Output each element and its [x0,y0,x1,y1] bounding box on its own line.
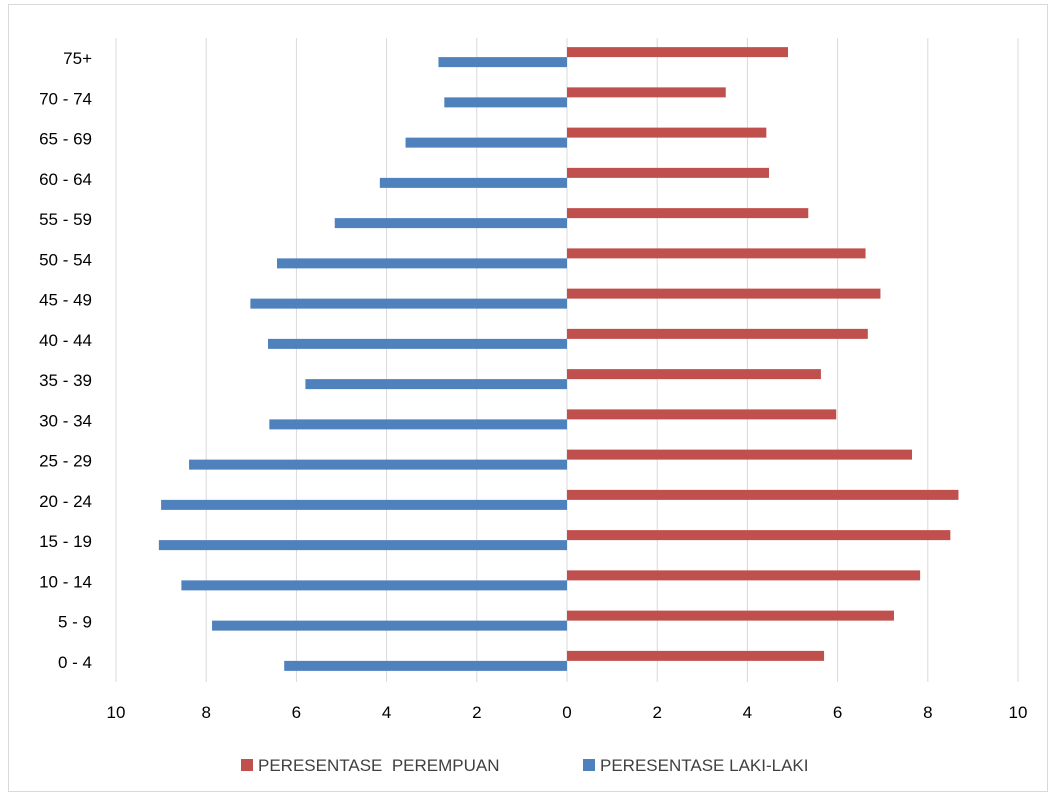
x-axis-labels: 10 8 6 4 2 0 2 4 6 8 10 [107,703,1028,722]
x-tick-label: 8 [923,703,932,722]
bar-right-5-9 [567,610,894,621]
bar-left-35-39 [305,379,567,390]
y-tick-label: 70 - 74 [39,89,92,108]
y-tick-label: 50 - 54 [39,250,92,269]
legend-swatch [241,759,253,771]
bar-right-60-64 [567,167,770,178]
bar-left-5-9 [212,620,568,631]
y-tick-label: 30 - 34 [39,411,92,430]
bar-left-70-74 [444,97,567,108]
bar-right-65-69 [567,127,767,138]
legend-label: PERESENTASE LAKI-LAKI [600,756,808,775]
bar-right-25-29 [567,449,913,460]
bar-right-70-74 [567,87,726,98]
bar-left-75plus [438,57,567,68]
bar-right-55-59 [567,208,809,219]
bar-left-10-14 [181,580,567,591]
x-tick-label: 8 [201,703,210,722]
bar-right-0-4 [567,650,825,661]
x-tick-label: 6 [833,703,842,722]
bar-right-30-34 [567,409,837,420]
x-tick-label: 10 [107,703,126,722]
x-tick-label: 2 [652,703,661,722]
bars [158,47,959,671]
y-tick-label: 35 - 39 [39,371,92,390]
y-tick-label: 25 - 29 [39,452,92,471]
x-tick-label: 10 [1009,703,1028,722]
y-tick-label: 75+ [63,49,92,68]
bar-left-0-4 [284,660,567,671]
y-tick-label: 45 - 49 [39,291,92,310]
y-tick-label: 65 - 69 [39,130,92,149]
bar-right-35-39 [567,369,821,380]
legend: PERESENTASE PEREMPUAN PERESENTASE LAKI-LA… [241,756,808,775]
bar-left-30-34 [269,419,567,430]
bar-right-20-24 [567,489,959,500]
bar-left-50-54 [277,258,567,269]
bar-right-10-14 [567,570,921,581]
bar-right-40-44 [567,328,868,339]
y-tick-label: 55 - 59 [39,210,92,229]
bar-right-75plus [567,47,788,58]
y-tick-label: 40 - 44 [39,331,92,350]
x-tick-label: 0 [562,703,571,722]
x-tick-label: 6 [292,703,301,722]
bar-left-25-29 [189,459,567,470]
bar-left-60-64 [379,177,567,188]
bar-left-55-59 [334,218,567,229]
bar-left-65-69 [405,137,567,148]
legend-label: PERESENTASE PEREMPUAN [258,756,500,775]
bar-left-40-44 [267,338,567,349]
chart-frame [8,4,1048,792]
bar-right-45-49 [567,288,881,299]
x-tick-label: 4 [743,703,752,722]
bar-right-15-19 [567,530,951,541]
bar-right-50-54 [567,248,866,259]
x-tick-label: 4 [382,703,391,722]
legend-swatch [583,759,595,771]
bar-left-20-24 [161,499,567,510]
y-tick-label: 20 - 24 [39,492,92,511]
y-axis-labels: 0 - 4 5 - 9 10 - 14 15 - 19 20 - 24 25 - 29 30… [39,49,92,672]
y-tick-label: 0 - 4 [58,653,92,672]
y-tick-label: 15 - 19 [39,532,92,551]
bar-left-15-19 [158,540,567,551]
y-tick-label: 60 - 64 [39,170,92,189]
bar-left-45-49 [250,298,567,309]
y-tick-label: 10 - 14 [39,572,92,591]
y-tick-label: 5 - 9 [58,613,92,632]
x-tick-label: 2 [472,703,481,722]
